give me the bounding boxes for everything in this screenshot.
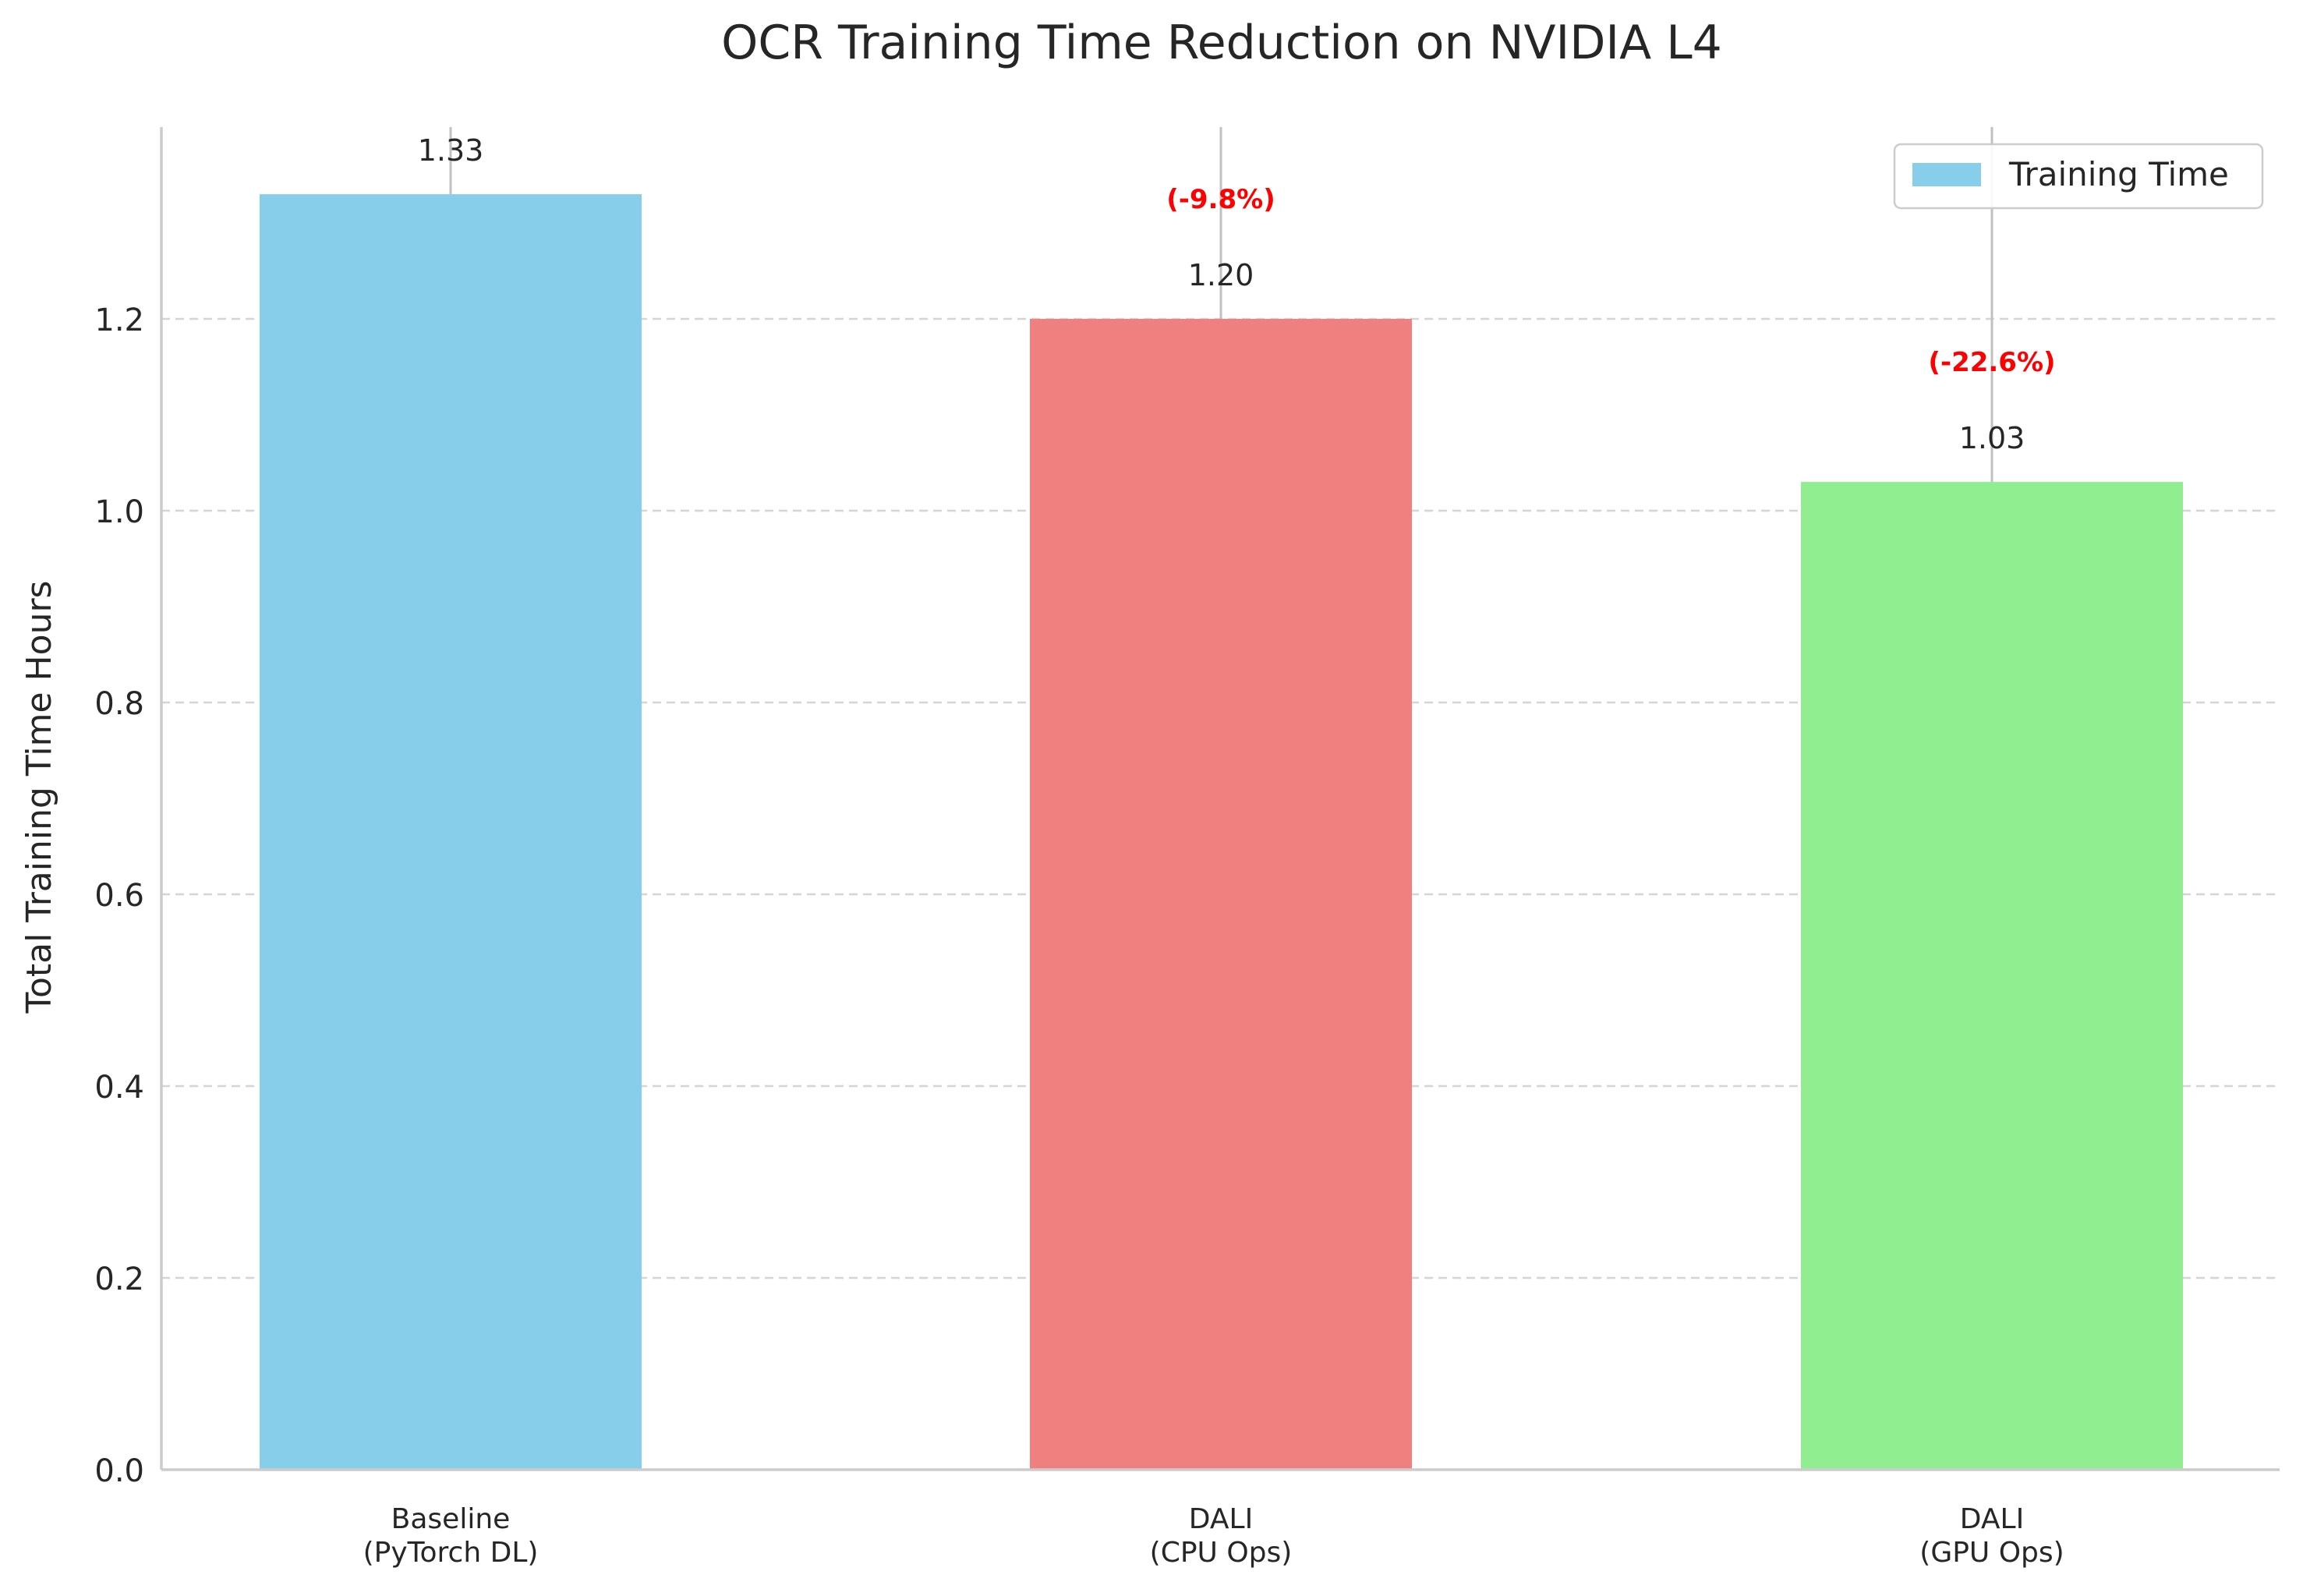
ticks-layer: 0.0 0.2 0.4 0.6 0.8 1.0 1.2 Baseline (PyTorch DL…	[94, 303, 2064, 1569]
bar-value-label: 1.33	[418, 133, 484, 168]
axes-layer	[160, 127, 2280, 1471]
y-tick-label: 0.2	[94, 1262, 144, 1297]
legend-swatch	[1912, 163, 1981, 186]
bar	[1030, 319, 1412, 1470]
x-tick-label: Baseline (PyTorch DL)	[363, 1503, 539, 1569]
bar	[1801, 482, 2183, 1470]
x-tick-label: DALI (CPU Ops)	[1150, 1503, 1293, 1569]
labels-layer: 1.33 1.20 (-9.8%) 1.03 (-22.6%)	[418, 133, 2056, 455]
y-tick-label: 0.6	[94, 878, 144, 914]
bar-value-label: 1.03	[1959, 421, 2025, 455]
legend: Training Time	[1893, 143, 2264, 210]
bar-value-label: 1.20	[1188, 258, 1254, 292]
legend-label: Training Time	[2008, 155, 2229, 193]
chart-title: OCR Training Time Reduction on NVIDIA L4	[721, 16, 1722, 70]
y-axis-label: Total Training Time Hours	[19, 581, 59, 1014]
reduction-label: (-22.6%)	[1928, 347, 2055, 378]
y-tick-label: 1.0	[94, 494, 144, 530]
x-tick-label-line: (CPU Ops)	[1150, 1537, 1293, 1569]
y-tick-label: 0.0	[94, 1453, 144, 1489]
bars-layer	[260, 194, 2183, 1470]
reduction-label: (-9.8%)	[1166, 184, 1275, 215]
legend-frame	[1893, 143, 2264, 210]
y-tick-label: 0.8	[94, 686, 144, 722]
bar	[260, 194, 642, 1470]
x-tick-label-line: (PyTorch DL)	[363, 1537, 539, 1569]
x-tick-label-line: DALI	[1189, 1503, 1253, 1535]
x-tick-label: DALI (GPU Ops)	[1919, 1503, 2064, 1569]
y-tick-label: 1.2	[94, 303, 144, 338]
x-tick-label-line: DALI	[1960, 1503, 2024, 1535]
x-tick-label-line: (GPU Ops)	[1919, 1537, 2064, 1569]
y-tick-label: 0.4	[94, 1070, 144, 1106]
x-tick-label-line: Baseline	[391, 1503, 511, 1535]
